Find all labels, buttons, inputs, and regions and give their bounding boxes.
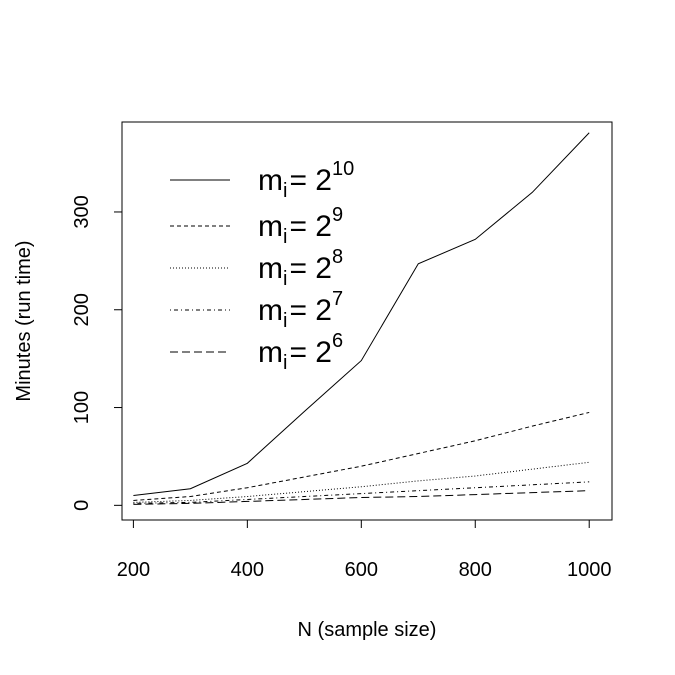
x-tick-label: 200 <box>117 559 150 581</box>
series-line-0 <box>133 132 590 497</box>
legend-label-2: mi= 28 <box>258 246 343 290</box>
x-tick-label: 1000 <box>567 559 612 581</box>
y-tick-label: 0 <box>71 500 93 511</box>
series-lines <box>133 132 590 505</box>
series-line-3 <box>133 481 590 504</box>
x-tick-label: 600 <box>345 559 378 581</box>
legend-label-4: mi= 26 <box>258 330 343 374</box>
x-axis-label: N (sample size) <box>298 619 437 641</box>
series-line-1 <box>133 411 590 501</box>
x-tick-label: 800 <box>459 559 492 581</box>
plot-frame <box>121 121 613 521</box>
y-tick-label: 200 <box>71 293 93 326</box>
legend-label-0: mi= 210 <box>258 158 354 202</box>
y-tick-label: 100 <box>71 391 93 424</box>
series-line-4 <box>133 490 590 505</box>
x-axis: 200 400 600 800 1000 <box>117 519 612 581</box>
y-tick-label: 300 <box>71 195 93 228</box>
x-tick-label: 400 <box>231 559 264 581</box>
y-axis: 0 100 200 300 <box>71 195 122 511</box>
legend-label-1: mi= 29 <box>258 204 343 248</box>
series-line-2 <box>133 461 590 503</box>
y-axis-label: Minutes (run time) <box>13 240 35 401</box>
legend-label-3: mi= 27 <box>258 288 343 332</box>
